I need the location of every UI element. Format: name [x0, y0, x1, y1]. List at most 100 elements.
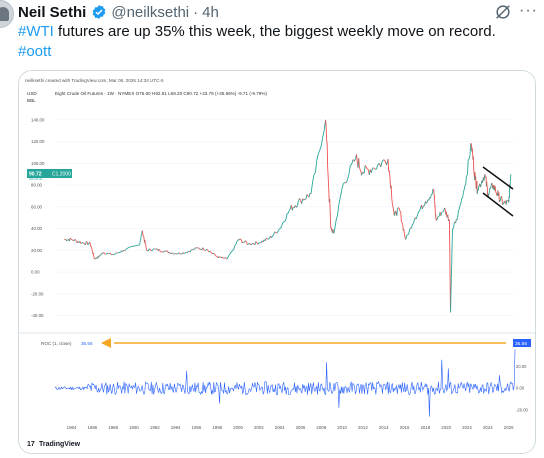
- price-segment: [353, 157, 357, 162]
- time-tick-label: 1992: [150, 425, 160, 430]
- price-tick-label: 0.00: [31, 270, 40, 275]
- price-segment: [195, 247, 197, 249]
- price-segment: [308, 193, 311, 198]
- author-name[interactable]: Neil Sethi: [18, 3, 87, 21]
- tradingview-logo-text: TradingView: [39, 441, 81, 448]
- price-segment: [83, 242, 85, 245]
- price-segment: [169, 252, 171, 254]
- price-segment: [441, 211, 443, 213]
- post-time[interactable]: 4h: [202, 3, 219, 21]
- price-segment: [251, 242, 254, 245]
- price-segment: [457, 211, 459, 219]
- time-tick-label: 2000: [233, 425, 243, 430]
- time-tick-label: 2016: [400, 425, 410, 430]
- time-tick-label: 2010: [337, 425, 347, 430]
- price-segment: [209, 250, 212, 253]
- price-segment: [468, 154, 471, 159]
- price-segment: [279, 227, 282, 229]
- price-segment: [272, 234, 274, 237]
- tradingview-logo-mark: 17: [27, 441, 35, 448]
- price-segment: [456, 218, 458, 221]
- verified-badge-icon: [93, 5, 106, 19]
- price-segment: [431, 188, 434, 195]
- roc-tick-label: 0.00: [516, 386, 525, 391]
- price-segment: [337, 203, 340, 211]
- time-tick-label: 1988: [108, 425, 118, 430]
- chart-image[interactable]: neilksethi created with TradingView.com,…: [18, 70, 536, 454]
- price-tick-label: 120.00: [31, 139, 45, 144]
- price-segment: [400, 211, 402, 222]
- price-segment: [370, 168, 373, 173]
- price-segment: [71, 239, 73, 241]
- time-tick-label: 2002: [254, 425, 264, 430]
- price-segment: [327, 167, 329, 177]
- price-segment: [350, 163, 353, 166]
- price-segment: [316, 153, 319, 161]
- hashtag-oott[interactable]: #oott: [18, 43, 52, 60]
- price-segment: [440, 212, 443, 216]
- hashtag-wti[interactable]: #WTI: [18, 23, 54, 40]
- price-segment: [226, 258, 228, 260]
- price-segment: [89, 241, 91, 245]
- price-segment: [285, 213, 288, 220]
- price-segment: [66, 240, 68, 242]
- price-segment: [390, 185, 393, 199]
- price-segment: [232, 249, 234, 251]
- price-segment: [477, 185, 480, 191]
- price-segment: [417, 210, 420, 214]
- price-segment: [490, 185, 492, 189]
- price-segment: [317, 150, 321, 155]
- price-segment: [257, 242, 260, 245]
- roc-label: ROC (1, close): [41, 341, 72, 346]
- price-segment: [348, 165, 351, 174]
- price-segment: [430, 194, 432, 199]
- price-segment: [172, 252, 174, 255]
- price-segment: [329, 215, 332, 229]
- avatar[interactable]: [0, 0, 14, 28]
- price-segment: [183, 252, 186, 254]
- price-segment: [469, 143, 472, 155]
- price-segment: [210, 252, 213, 254]
- price-segment: [182, 252, 185, 254]
- price-segment: [287, 210, 290, 214]
- price-segment: [87, 243, 90, 246]
- price-segment: [291, 206, 294, 211]
- price-segment: [162, 250, 165, 253]
- price-segment: [494, 186, 497, 193]
- price-segment: [501, 198, 503, 205]
- price-segment: [403, 229, 405, 235]
- time-tick-label: 1986: [87, 425, 97, 430]
- time-tick-label: 2026: [504, 425, 514, 430]
- price-segment: [338, 199, 341, 205]
- price-segment: [288, 208, 291, 211]
- price-segment: [327, 176, 330, 189]
- time-tick-label: 2006: [296, 425, 306, 430]
- price-segment: [393, 213, 396, 216]
- price-segment: [109, 252, 112, 255]
- price-segment: [313, 172, 316, 176]
- price-segment: [442, 208, 445, 212]
- time-tick-label: 1990: [129, 425, 139, 430]
- price-segment: [408, 229, 410, 235]
- time-tick-label: 2008: [316, 425, 326, 430]
- price-segment: [359, 169, 362, 172]
- time-tick-label: 2014: [379, 425, 389, 430]
- more-options-icon[interactable]: ···: [519, 2, 538, 19]
- price-segment: [299, 198, 301, 201]
- price-segment: [319, 145, 322, 151]
- price-segment: [358, 167, 361, 170]
- grok-icon[interactable]: [494, 3, 512, 21]
- tradingview-chart: neilksethi created with TradingView.com,…: [19, 71, 535, 453]
- price-segment: [306, 194, 309, 197]
- price-segment: [495, 191, 497, 194]
- price-segment: [202, 247, 205, 251]
- price-segment: [458, 205, 461, 210]
- author-handle[interactable]: @neilksethi: [111, 3, 190, 21]
- roc-axis: 20.00 0.00 -20.00: [516, 364, 529, 413]
- price-segment: [340, 187, 343, 192]
- price-segment: [242, 241, 244, 244]
- tweet-text: #WTI futures are up 35% this week, the b…: [18, 22, 528, 62]
- price-tick-label: 140.00: [31, 117, 45, 122]
- chart-unit: BBL: [27, 98, 36, 103]
- price-segment: [387, 158, 390, 172]
